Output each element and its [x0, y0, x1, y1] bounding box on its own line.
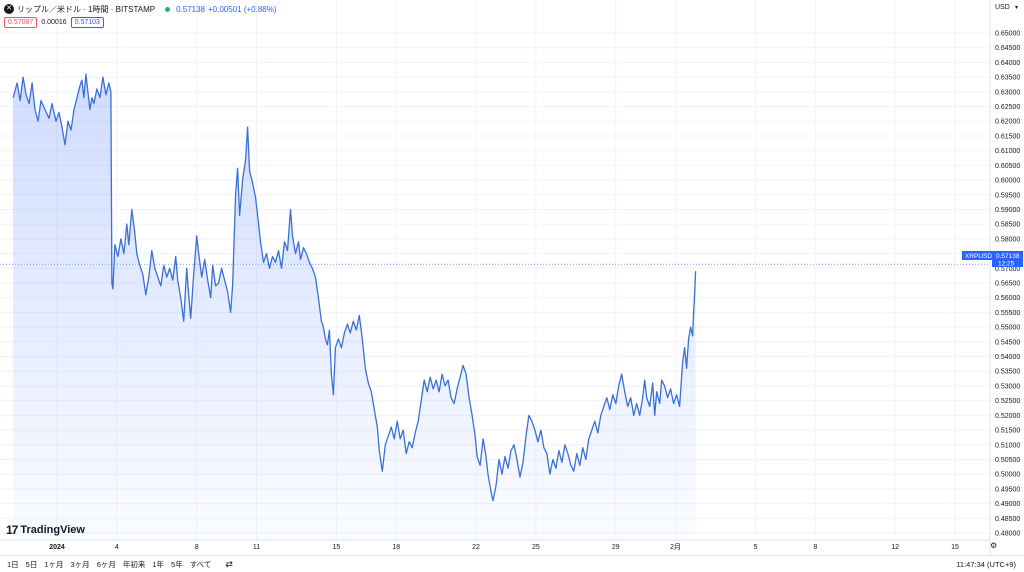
last-price-symbol: XRPUSD [965, 253, 992, 260]
y-tick-label: 0.52500 [995, 398, 1020, 405]
currency-selector[interactable]: USD [995, 4, 1010, 11]
y-tick-label: 0.52000 [995, 413, 1020, 420]
market-open-icon [165, 6, 171, 12]
price-axis[interactable]: 0.65000 0.64500 0.64000 0.63500 0.63000 0.625… [995, 31, 1020, 538]
y-tick-label: 0.61500 [995, 133, 1020, 140]
symbol-title[interactable]: リップル／米ドル · 1時間 · BITSTAMP [17, 4, 156, 14]
price-line [12, 73, 697, 502]
gear-icon[interactable]: ⚙ [990, 541, 998, 550]
price-area [13, 74, 696, 540]
range-toolbar: 1日 5日 1ヶ月 3ヶ月 6ヶ月 年初来 1年 5年 すべて ⇄ 11:47:… [0, 555, 1024, 572]
bar-countdown: 12:25 [998, 261, 1015, 268]
y-tick-label: 0.48000 [995, 531, 1020, 538]
range-5y-button[interactable]: 5年 [171, 559, 183, 569]
y-tick-label: 0.63500 [995, 75, 1020, 82]
xrp-logo-icon: ✕ [4, 4, 14, 14]
y-tick-label: 0.50000 [995, 472, 1020, 479]
range-all-button[interactable]: すべて [189, 559, 212, 569]
symbol-header: ✕ リップル／米ドル · 1時間 · BITSTAMP 0.57138 +0.0… [4, 2, 277, 16]
y-tick-label: 0.58500 [995, 222, 1020, 229]
buy-price-button[interactable]: 0.57103 [70, 17, 104, 28]
last-price-label: XRPUSD 0.57138 12:25 [962, 251, 1023, 268]
header-last-price: 0.57138 [176, 4, 205, 14]
x-tick-label: 29 [612, 544, 620, 551]
y-tick-label: 0.55000 [995, 325, 1020, 332]
x-tick-label: 2024 [49, 544, 65, 551]
y-tick-label: 0.56500 [995, 281, 1020, 288]
y-tick-label: 0.48500 [995, 516, 1020, 523]
tradingview-logo: 17 TradingView [6, 523, 85, 537]
y-tick-label: 0.59000 [995, 207, 1020, 214]
last-price-value: 0.57138 [996, 253, 1020, 260]
clock-timezone[interactable]: 11:47:34 (UTC+9) [956, 560, 1016, 569]
x-tick-label: 8 [813, 544, 817, 551]
range-1y-button[interactable]: 1年 [152, 559, 165, 569]
range-1d-button[interactable]: 1日 [7, 559, 19, 569]
x-tick-label: 15 [332, 544, 340, 551]
bid-ask-panel: 0.57087 0.00016 0.57103 [4, 17, 104, 28]
y-tick-label: 0.56000 [995, 295, 1020, 302]
y-tick-label: 0.60000 [995, 178, 1020, 185]
x-tick-label: 22 [472, 544, 480, 551]
range-ytd-button[interactable]: 年初来 [122, 559, 146, 569]
y-tick-label: 0.50500 [995, 457, 1020, 464]
x-tick-label: 5 [753, 544, 757, 551]
x-tick-label: 4 [115, 544, 119, 551]
time-axis[interactable]: 2024 4 8 11 15 18 22 25 29 2月 5 8 12 15 [49, 543, 959, 551]
y-tick-label: 0.60500 [995, 163, 1020, 170]
spread-value: 0.00016 [41, 19, 67, 26]
y-tick-label: 0.61000 [995, 148, 1020, 155]
x-tick-label: 18 [392, 544, 400, 551]
tradingview-mark-icon: 17 [6, 523, 18, 537]
x-tick-label: 11 [253, 544, 260, 551]
y-tick-label: 0.54500 [995, 339, 1020, 346]
goto-date-icon[interactable]: ⇄ [225, 558, 233, 569]
y-tick-label: 0.65000 [995, 31, 1020, 38]
y-tick-label: 0.64500 [995, 45, 1020, 52]
x-tick-label: 8 [195, 544, 199, 551]
tradingview-wordmark: TradingView [20, 524, 85, 536]
x-tick-label: 12 [891, 544, 899, 551]
range-5d-button[interactable]: 5日 [25, 559, 38, 569]
y-tick-label: 0.53500 [995, 369, 1020, 376]
y-tick-label: 0.51500 [995, 428, 1020, 435]
y-tick-label: 0.64000 [995, 60, 1020, 67]
y-tick-label: 0.51000 [995, 442, 1020, 449]
y-tick-label: 0.57000 [995, 266, 1020, 273]
y-tick-label: 0.49500 [995, 486, 1020, 493]
x-tick-label: 25 [532, 544, 540, 551]
x-tick-label: 2月 [670, 543, 681, 551]
y-tick-label: 0.59500 [995, 192, 1020, 199]
y-tick-label: 0.58000 [995, 236, 1020, 243]
x-tick-label: 15 [951, 544, 959, 551]
header-change: +0.00501 (+0.88%) [208, 4, 277, 14]
range-1m-button[interactable]: 1ヶ月 [44, 559, 64, 569]
y-tick-label: 0.63000 [995, 89, 1020, 96]
y-tick-label: 0.62000 [995, 119, 1020, 126]
y-tick-label: 0.53000 [995, 383, 1020, 390]
range-3m-button[interactable]: 3ヶ月 [70, 559, 90, 569]
y-tick-label: 0.55500 [995, 310, 1020, 317]
y-tick-label: 0.54000 [995, 354, 1020, 361]
y-tick-label: 0.49000 [995, 501, 1020, 508]
chevron-down-icon[interactable]: ▾ [1015, 5, 1019, 11]
range-6m-button[interactable]: 6ヶ月 [96, 559, 116, 569]
y-tick-label: 0.62500 [995, 104, 1020, 111]
sell-price-button[interactable]: 0.57087 [4, 17, 38, 28]
